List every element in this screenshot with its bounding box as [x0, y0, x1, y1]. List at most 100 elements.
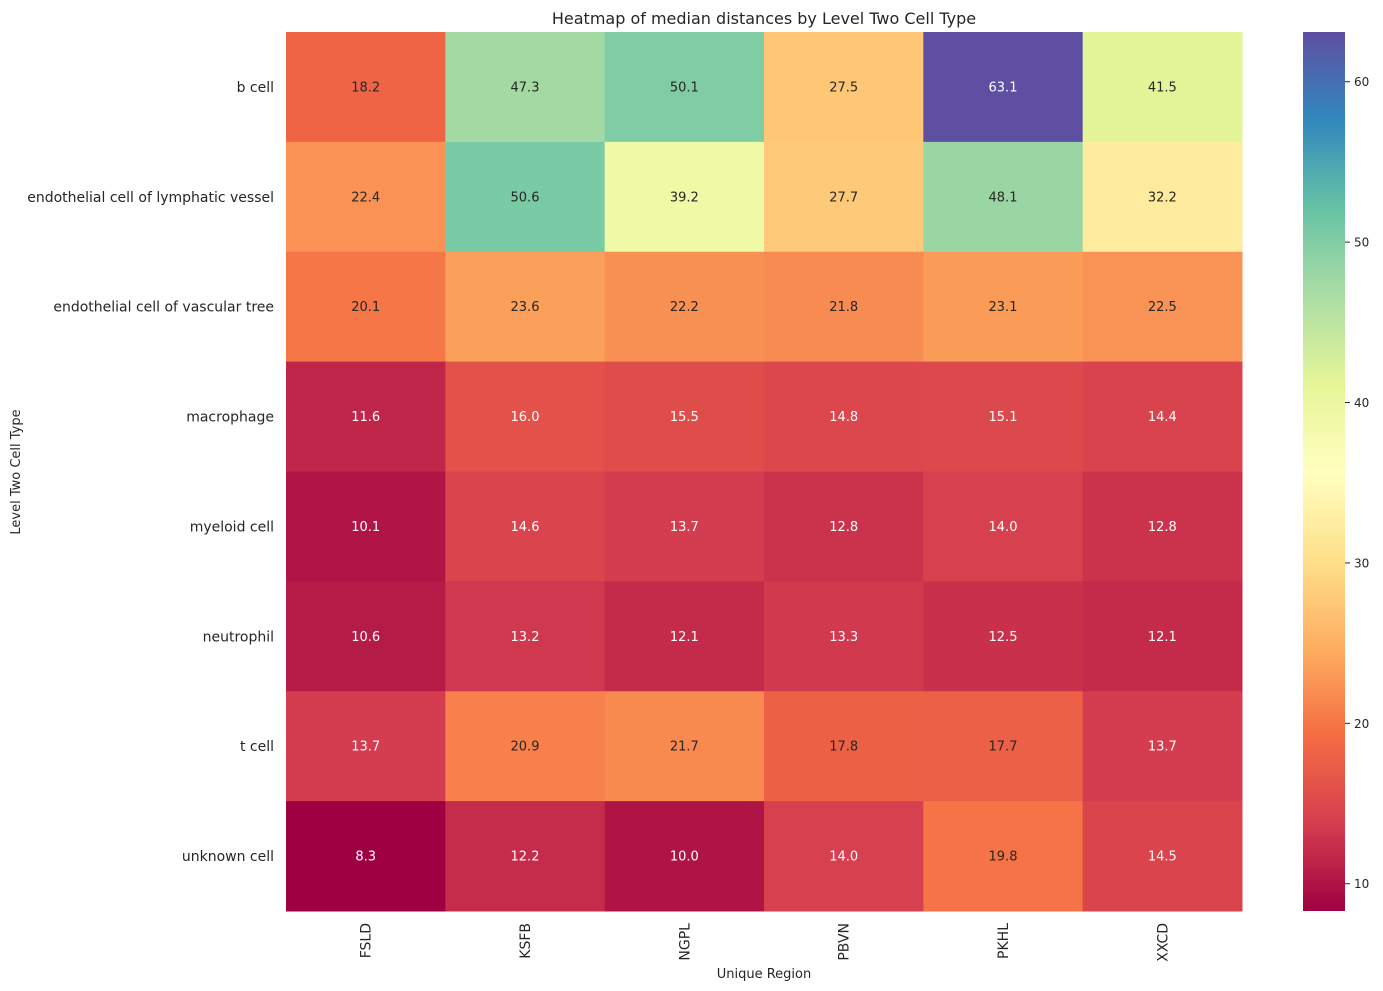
cell-value-label: 50.1 [670, 80, 699, 95]
cell-value-label: 15.1 [989, 410, 1018, 425]
cell-value-label: 13.7 [670, 520, 699, 535]
heatmap-cell [1082, 471, 1243, 582]
cell-value-label: 10.0 [670, 850, 699, 865]
column-tick-label: FSLD [359, 923, 375, 958]
heatmap-cell [1082, 581, 1243, 692]
heatmap-cell [604, 361, 765, 472]
heatmap-cell [286, 691, 446, 802]
heatmap-cell [604, 32, 765, 143]
y-axis-label: Level Two Cell Type [9, 409, 24, 534]
cell-value-label: 12.8 [1148, 520, 1177, 535]
heatmap-cell [923, 691, 1084, 802]
heatmap-cell [604, 251, 765, 363]
cell-value-label: 8.3 [355, 850, 376, 865]
row-tick-label: myeloid cell [190, 519, 274, 535]
heatmap-cell [286, 32, 446, 143]
cell-value-label: 17.8 [829, 740, 858, 755]
heatmap-cell [286, 361, 446, 472]
heatmap-cell [445, 251, 606, 363]
row-tick-label: b cell [237, 80, 274, 96]
cell-value-label: 11.6 [351, 410, 380, 425]
cell-value-label: 12.1 [1148, 630, 1177, 645]
colorbar-tick-label: 20 [1354, 717, 1369, 731]
heatmap-cell [604, 471, 765, 582]
heatmap-cell [286, 251, 446, 363]
cell-value-label: 48.1 [989, 190, 1018, 205]
colorbar-tick-label: 40 [1354, 396, 1369, 410]
cell-value-label: 14.4 [1148, 410, 1177, 425]
cell-value-label: 12.2 [511, 850, 540, 865]
cell-value-label: 13.7 [1148, 740, 1177, 755]
column-tick-label: PKHL [996, 923, 1012, 959]
cell-value-label: 14.0 [829, 850, 858, 865]
heatmap-cell [1082, 801, 1243, 912]
heatmap-cell [604, 581, 765, 692]
cell-value-label: 13.2 [511, 630, 540, 645]
heatmap-cell [286, 471, 446, 582]
cell-value-label: 22.5 [1148, 300, 1177, 315]
cell-value-label: 14.5 [1148, 850, 1177, 865]
colorbar-tick-label: 50 [1354, 236, 1369, 250]
x-axis-label: Unique Region [717, 967, 812, 982]
colorbar-tick-label: 60 [1354, 75, 1369, 89]
heatmap-cell [923, 581, 1084, 692]
cell-value-label: 14.0 [989, 520, 1018, 535]
row-tick-label: t cell [240, 739, 274, 755]
heatmap-cell [764, 471, 924, 582]
cell-value-label: 47.3 [511, 80, 540, 95]
heatmap-cell [923, 251, 1084, 363]
cell-value-label: 12.8 [829, 520, 858, 535]
heatmap-cell [764, 141, 924, 253]
heatmap-cell [923, 361, 1084, 472]
heatmap-cell [764, 361, 924, 472]
cell-value-label: 22.2 [670, 300, 699, 315]
cell-value-label: 21.7 [670, 740, 699, 755]
cell-value-label: 50.6 [511, 190, 540, 205]
cell-value-label: 16.0 [511, 410, 540, 425]
cell-value-label: 32.2 [1148, 190, 1177, 205]
cell-value-label: 41.5 [1148, 80, 1177, 95]
heatmap-cell [286, 801, 446, 912]
row-tick-label: macrophage [186, 410, 274, 426]
heatmap-cell [445, 471, 606, 582]
heatmap-cell [764, 581, 924, 692]
chart-title: Heatmap of median distances by Level Two… [552, 9, 976, 28]
cell-value-label: 27.5 [829, 80, 858, 95]
cell-value-label: 20.1 [351, 300, 380, 315]
cell-value-label: 18.2 [351, 80, 380, 95]
heatmap-cell [445, 361, 606, 472]
heatmap-cell [1082, 32, 1243, 143]
heatmap-cell [286, 581, 446, 692]
cell-value-label: 21.8 [829, 300, 858, 315]
colorbar-tick-label: 10 [1354, 877, 1369, 891]
colorbar-ticks: 10 20 30 40 50 60 [1345, 75, 1369, 891]
row-tick-labels: b cell endothelial cell of lymphatic vess… [27, 80, 274, 865]
heatmap-cell [1082, 361, 1243, 472]
heatmap-cell [604, 141, 765, 253]
cell-value-label: 22.4 [351, 190, 380, 205]
cell-value-label: 14.8 [829, 410, 858, 425]
row-tick-label: unknown cell [182, 849, 274, 865]
column-tick-label: NGPL [677, 923, 693, 961]
row-tick-label: endothelial cell of lymphatic vessel [27, 190, 274, 206]
heatmap-cell [445, 691, 606, 802]
heatmap-cell [445, 141, 606, 253]
heatmap-cell [764, 691, 924, 802]
cell-value-label: 63.1 [989, 80, 1018, 95]
heatmap-cell [445, 581, 606, 692]
cell-value-label: 27.7 [829, 190, 858, 205]
cell-value-label: 15.5 [670, 410, 699, 425]
heatmap-cell [445, 801, 606, 912]
column-tick-label: XXCD [1155, 923, 1171, 962]
cell-value-label: 23.6 [511, 300, 540, 315]
heatmap-cell [764, 32, 924, 143]
heatmap-cell [923, 32, 1084, 143]
heatmap-cell [445, 32, 606, 143]
heatmap-cell [604, 801, 765, 912]
cell-value-label: 23.1 [989, 300, 1018, 315]
row-tick-label: endothelial cell of vascular tree [53, 300, 274, 316]
cell-value-label: 13.7 [351, 740, 380, 755]
heatmap-cell [1082, 141, 1243, 253]
heatmap-cell [1082, 691, 1243, 802]
